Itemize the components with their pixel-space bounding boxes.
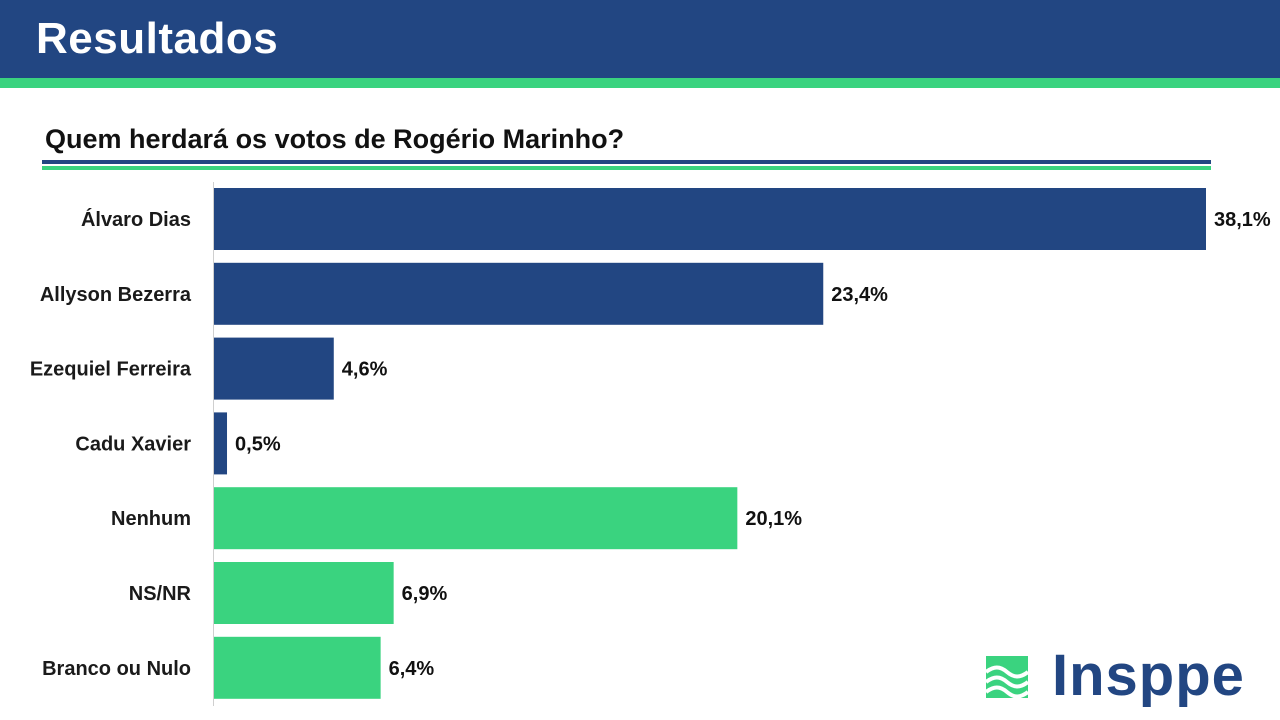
category-label-2: Ezequiel Ferreira [30, 359, 192, 381]
value-label-3: 0,5% [235, 433, 281, 455]
bar-2 [214, 337, 334, 400]
category-label-0: Álvaro Dias [81, 208, 191, 231]
category-label-4: Nenhum [111, 508, 191, 530]
category-label-5: NS/NR [129, 583, 192, 605]
value-label-6: 6,4% [389, 658, 435, 680]
value-label-2: 4,6% [342, 359, 388, 381]
bar-0 [214, 188, 1206, 250]
header-bar [0, 0, 1280, 78]
value-label-4: 20,1% [745, 508, 802, 530]
category-label-3: Cadu Xavier [75, 433, 191, 455]
category-label-6: Branco ou Nulo [42, 658, 191, 680]
bar-5 [214, 562, 394, 624]
bar-1 [214, 262, 824, 325]
title-underline-green [42, 166, 1211, 170]
bar-6 [214, 636, 381, 699]
value-label-1: 23,4% [831, 284, 888, 306]
page-title: Resultados [36, 14, 279, 63]
inspe-logo: Insppe [986, 643, 1266, 708]
bar-4 [214, 487, 738, 550]
bar-3 [214, 412, 228, 475]
chart-title: Quem herdará os votos de Rogério Marinho… [45, 124, 625, 154]
value-label-5: 6,9% [402, 583, 448, 605]
category-label-1: Allyson Bezerra [40, 284, 192, 306]
title-underline-blue [42, 160, 1211, 164]
value-label-0: 38,1% [1214, 209, 1271, 231]
logo-text: Insppe [1052, 643, 1245, 708]
wave-logo-icon [986, 656, 1028, 698]
header-stripe [0, 78, 1280, 88]
